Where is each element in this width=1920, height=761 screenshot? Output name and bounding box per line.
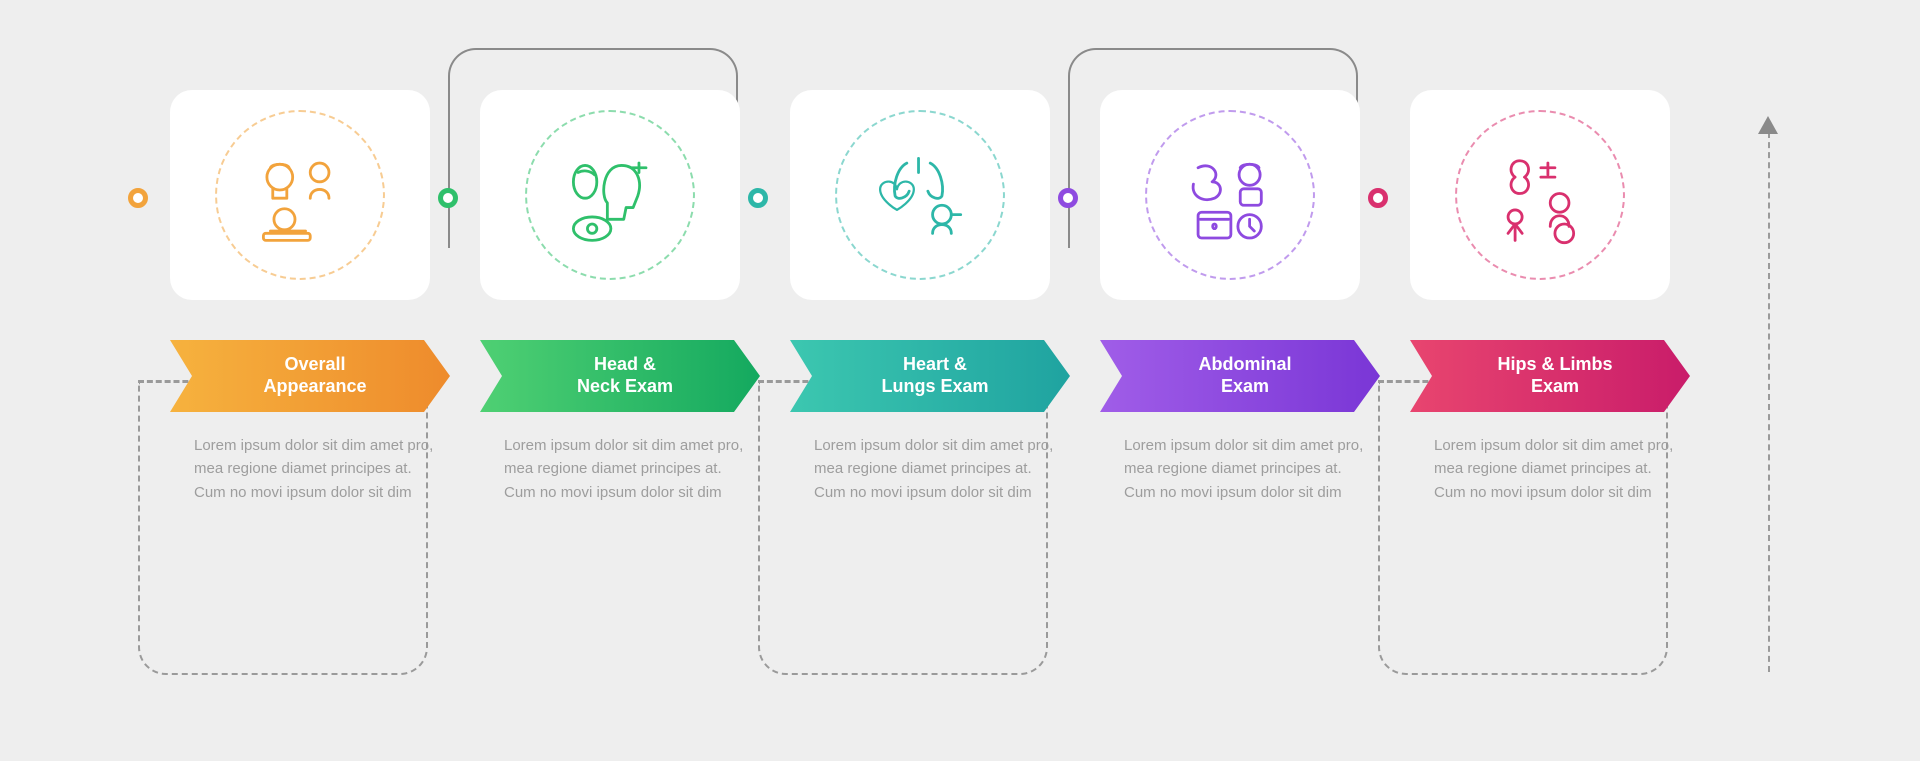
arrow-row: Overall Appearance Head & Neck Exam Hear… bbox=[170, 340, 1750, 412]
step-arrow-2: Head & Neck Exam bbox=[480, 340, 760, 412]
step-arrow-1: Overall Appearance bbox=[170, 340, 450, 412]
end-tri bbox=[1758, 116, 1778, 134]
step-label-1: Overall Appearance bbox=[263, 354, 366, 397]
head-neck-icon-wrap bbox=[525, 110, 695, 280]
icon-strip bbox=[170, 90, 1750, 300]
step-card-5 bbox=[1410, 90, 1670, 300]
bottom-connector-3 bbox=[758, 380, 1048, 675]
step-dot-5 bbox=[1368, 188, 1388, 208]
heart-lungs-icon-wrap bbox=[835, 110, 1005, 280]
bottom-connector-1 bbox=[138, 380, 428, 675]
infographic-stage: Overall Appearance Head & Neck Exam Hear… bbox=[0, 0, 1920, 761]
step-desc-5: Lorem ipsum dolor sit dim amet pro, mea … bbox=[1410, 434, 1690, 504]
step-desc-4: Lorem ipsum dolor sit dim amet pro, mea … bbox=[1100, 434, 1380, 504]
overall-appearance-icon-wrap bbox=[215, 110, 385, 280]
step-label-2: Head & Neck Exam bbox=[577, 354, 673, 397]
step-label-5: Hips & Limbs Exam bbox=[1497, 354, 1612, 397]
hips-limbs-icon-wrap bbox=[1455, 110, 1625, 280]
step-dot-2 bbox=[438, 188, 458, 208]
step-dot-1 bbox=[128, 188, 148, 208]
step-card-3 bbox=[790, 90, 1050, 300]
step-dot-3 bbox=[748, 188, 768, 208]
step-desc-2: Lorem ipsum dolor sit dim amet pro, mea … bbox=[480, 434, 760, 504]
step-desc-3: Lorem ipsum dolor sit dim amet pro, mea … bbox=[790, 434, 1070, 504]
end-tail bbox=[1768, 132, 1770, 672]
step-card-4 bbox=[1100, 90, 1360, 300]
step-arrow-4: Abdominal Exam bbox=[1100, 340, 1380, 412]
step-card-1 bbox=[170, 90, 430, 300]
bottom-connector-5 bbox=[1378, 380, 1668, 675]
step-arrow-5: Hips & Limbs Exam bbox=[1410, 340, 1690, 412]
step-arrow-3: Heart & Lungs Exam bbox=[790, 340, 1070, 412]
step-label-3: Heart & Lungs Exam bbox=[881, 354, 988, 397]
step-dot-4 bbox=[1058, 188, 1078, 208]
step-desc-1: Lorem ipsum dolor sit dim amet pro, mea … bbox=[170, 434, 450, 504]
step-label-4: Abdominal Exam bbox=[1199, 354, 1292, 397]
abdominal-icon-wrap bbox=[1145, 110, 1315, 280]
step-card-2 bbox=[480, 90, 740, 300]
desc-row: Lorem ipsum dolor sit dim amet pro, mea … bbox=[170, 434, 1750, 504]
